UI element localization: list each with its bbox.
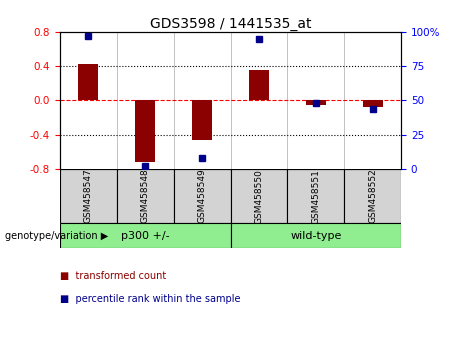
Bar bbox=[363, 100, 383, 107]
Text: p300 +/-: p300 +/- bbox=[121, 231, 170, 241]
Title: GDS3598 / 1441535_at: GDS3598 / 1441535_at bbox=[150, 17, 311, 31]
Bar bbox=[60, 169, 117, 223]
Text: ■  transformed count: ■ transformed count bbox=[60, 271, 166, 281]
Text: GSM458547: GSM458547 bbox=[84, 169, 93, 223]
Bar bbox=[230, 223, 401, 248]
Text: wild-type: wild-type bbox=[290, 231, 342, 241]
Bar bbox=[135, 100, 155, 162]
Text: GSM458550: GSM458550 bbox=[254, 169, 263, 223]
Text: GSM458551: GSM458551 bbox=[311, 169, 320, 223]
Text: GSM458549: GSM458549 bbox=[198, 169, 207, 223]
Bar bbox=[306, 100, 326, 104]
Bar bbox=[174, 169, 230, 223]
Text: ■  percentile rank within the sample: ■ percentile rank within the sample bbox=[60, 294, 241, 304]
Text: GSM458548: GSM458548 bbox=[141, 169, 150, 223]
Text: genotype/variation ▶: genotype/variation ▶ bbox=[5, 231, 108, 241]
Bar bbox=[249, 70, 269, 100]
Bar bbox=[60, 223, 230, 248]
Text: GSM458552: GSM458552 bbox=[368, 169, 377, 223]
Bar bbox=[78, 64, 98, 100]
Bar bbox=[344, 169, 401, 223]
Bar bbox=[117, 169, 174, 223]
Bar bbox=[287, 169, 344, 223]
Bar bbox=[230, 169, 287, 223]
Bar bbox=[192, 100, 212, 141]
